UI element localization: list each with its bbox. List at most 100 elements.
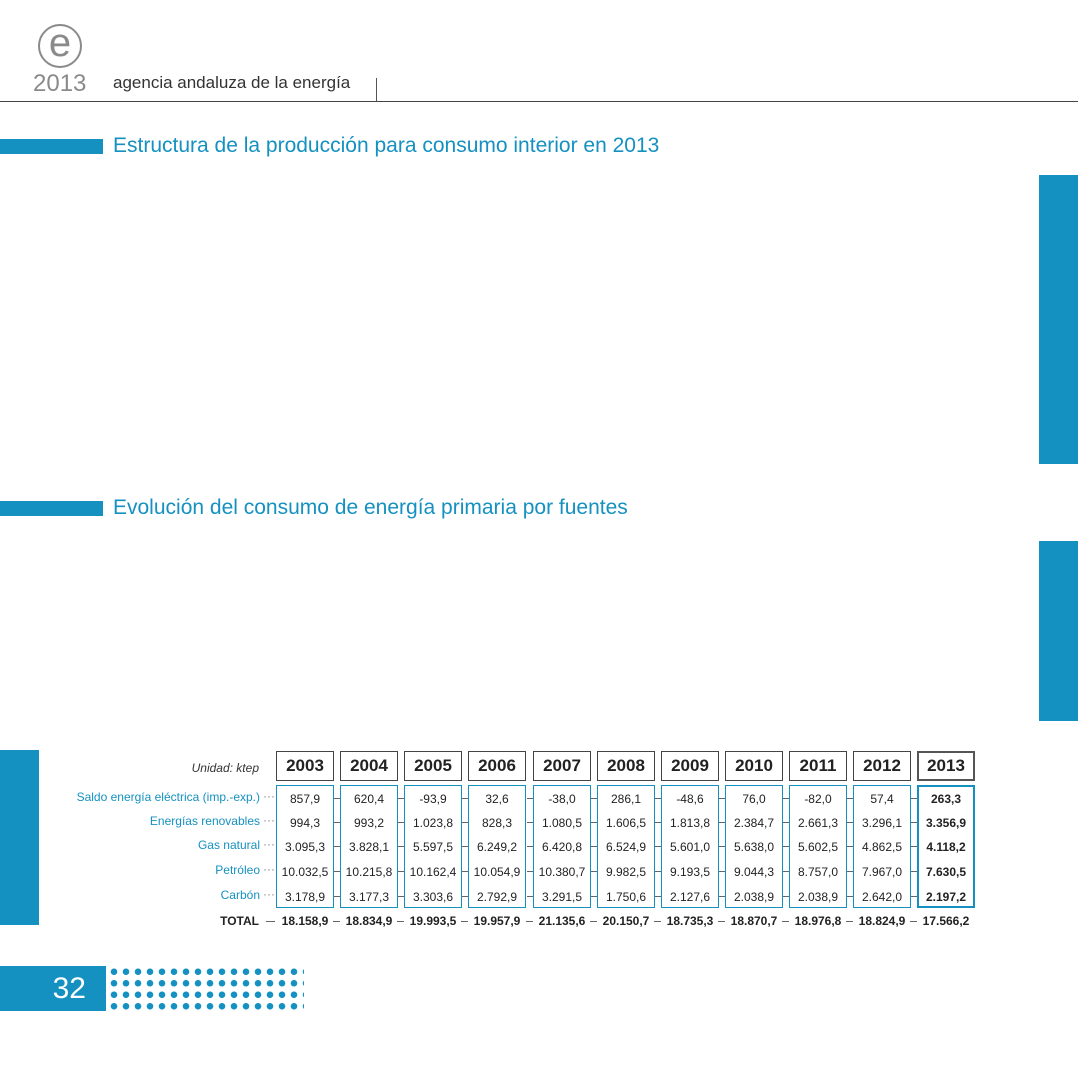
total-value: 21.135,6 bbox=[538, 914, 586, 928]
row-connector bbox=[462, 846, 468, 847]
row-connector bbox=[527, 822, 533, 823]
leader-dots: ··· bbox=[263, 862, 275, 876]
table-cell: 4.862,5 bbox=[861, 839, 903, 854]
row-connector bbox=[398, 871, 404, 872]
dots-pattern-decoration bbox=[108, 966, 304, 1014]
side-tab-left bbox=[0, 750, 39, 925]
total-connector bbox=[782, 921, 789, 922]
table-cell: -38,0 bbox=[548, 791, 576, 806]
year-column-box bbox=[340, 785, 398, 908]
row-connector bbox=[462, 871, 468, 872]
table-cell: 6.420,8 bbox=[541, 839, 583, 854]
row-connector bbox=[527, 846, 533, 847]
row-connector bbox=[655, 822, 661, 823]
logo-letter: e bbox=[48, 21, 72, 65]
section-title-production: Estructura de la producción para consumo… bbox=[113, 134, 660, 157]
total-connector bbox=[266, 921, 275, 922]
table-cell: 9.982,5 bbox=[605, 864, 647, 879]
table-cell: 2.127,6 bbox=[669, 889, 711, 904]
row-connector bbox=[655, 871, 661, 872]
logo-e-icon: e bbox=[38, 21, 82, 68]
header-divider bbox=[0, 101, 1078, 102]
page-number: 32 bbox=[0, 966, 106, 1011]
row-connector bbox=[783, 822, 789, 823]
table-cell: 5.638,0 bbox=[733, 839, 775, 854]
row-connector bbox=[398, 896, 404, 897]
table-cell: 3.356,9 bbox=[925, 815, 967, 830]
year-column-box bbox=[725, 785, 783, 908]
table-cell: 1.606,5 bbox=[605, 815, 647, 830]
year-column-box bbox=[917, 785, 975, 908]
row-connector bbox=[462, 896, 468, 897]
table-cell: 32,6 bbox=[485, 791, 509, 806]
total-value: 18.735,3 bbox=[666, 914, 714, 928]
table-cell: 1.080,5 bbox=[541, 815, 583, 830]
table-cell: 8.757,0 bbox=[797, 864, 839, 879]
year-header: 2003 bbox=[276, 751, 334, 781]
table-cell: 5.602,5 bbox=[797, 839, 839, 854]
total-connector bbox=[846, 921, 853, 922]
row-connector bbox=[655, 896, 661, 897]
table-cell: 6.524,9 bbox=[605, 839, 647, 854]
year-column-box bbox=[276, 785, 334, 908]
row-connector bbox=[334, 846, 340, 847]
row-connector bbox=[462, 822, 468, 823]
logo-year: 2013 bbox=[33, 70, 87, 97]
row-connector bbox=[847, 871, 853, 872]
table-cell: 828,3 bbox=[481, 815, 513, 830]
total-value: 19.957,9 bbox=[473, 914, 521, 928]
table-cell: 2.792,9 bbox=[476, 889, 518, 904]
row-connector bbox=[462, 798, 468, 799]
total-value: 18.834,9 bbox=[345, 914, 393, 928]
table-cell: 3.296,1 bbox=[861, 815, 903, 830]
row-label: Saldo energía eléctrica (imp.-exp.) bbox=[76, 790, 260, 804]
table-cell: 2.038,9 bbox=[797, 889, 839, 904]
row-connector bbox=[398, 822, 404, 823]
table-cell: 5.601,0 bbox=[669, 839, 711, 854]
table-cell: 9.044,3 bbox=[733, 864, 775, 879]
row-connector bbox=[847, 822, 853, 823]
year-header: 2004 bbox=[340, 751, 398, 781]
year-header: 2009 bbox=[661, 751, 719, 781]
row-connector bbox=[591, 798, 597, 799]
table-cell: 76,0 bbox=[742, 791, 766, 806]
table-cell: 7.967,0 bbox=[861, 864, 903, 879]
total-connector bbox=[397, 921, 404, 922]
total-value: 20.150,7 bbox=[602, 914, 650, 928]
year-column-box bbox=[789, 785, 847, 908]
year-header: 2007 bbox=[533, 751, 591, 781]
row-connector bbox=[334, 896, 340, 897]
year-column-box bbox=[597, 785, 655, 908]
table-cell: -82,0 bbox=[804, 791, 832, 806]
year-header: 2012 bbox=[853, 751, 911, 781]
table-cell: 2.197,2 bbox=[925, 889, 967, 904]
table-cell: 263,3 bbox=[930, 791, 962, 806]
row-connector bbox=[783, 798, 789, 799]
leader-dots: ··· bbox=[263, 887, 275, 901]
row-connector bbox=[911, 798, 917, 799]
row-connector bbox=[591, 846, 597, 847]
row-connector bbox=[719, 846, 725, 847]
row-connector bbox=[911, 846, 917, 847]
year-header: 2005 bbox=[404, 751, 462, 781]
year-column-box bbox=[853, 785, 911, 908]
table-cell: 10.162,4 bbox=[409, 864, 457, 879]
table-cell: 993,2 bbox=[353, 815, 385, 830]
table-cell: 3.178,9 bbox=[284, 889, 326, 904]
row-connector bbox=[334, 871, 340, 872]
row-connector bbox=[911, 871, 917, 872]
year-header: 2011 bbox=[789, 751, 847, 781]
total-value: 19.993,5 bbox=[409, 914, 457, 928]
table-cell: 10.054,9 bbox=[473, 864, 521, 879]
table-cell: 3.303,6 bbox=[412, 889, 454, 904]
total-connector bbox=[461, 921, 468, 922]
total-connector bbox=[910, 921, 917, 922]
year-header: 2006 bbox=[468, 751, 526, 781]
row-connector bbox=[783, 871, 789, 872]
leader-dots: ··· bbox=[263, 789, 275, 803]
total-connector bbox=[333, 921, 340, 922]
table-cell: 620,4 bbox=[353, 791, 385, 806]
total-value: 18.158,9 bbox=[281, 914, 329, 928]
table-cell: 3.095,3 bbox=[284, 839, 326, 854]
total-connector bbox=[526, 921, 533, 922]
